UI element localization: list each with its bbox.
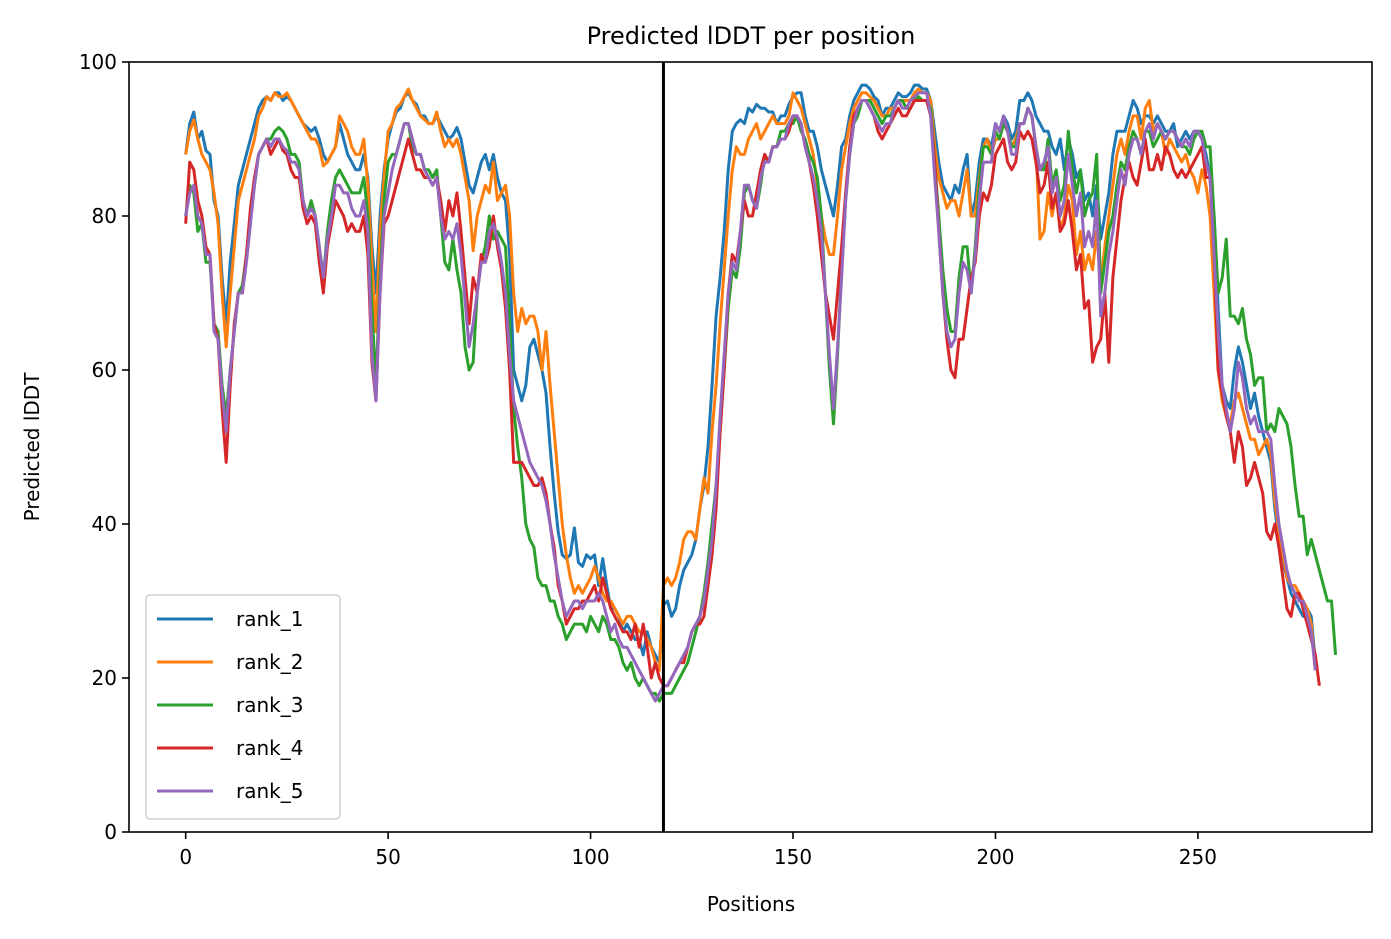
- x-axis-label: Positions: [707, 892, 795, 916]
- y-tick-label: 20: [92, 666, 117, 690]
- legend-item: rank_4: [157, 736, 303, 760]
- legend-label: rank_1: [236, 607, 303, 631]
- x-tick-label: 200: [976, 845, 1014, 869]
- plot-frame: [128, 61, 1373, 833]
- y-tick-label: 60: [92, 358, 117, 382]
- x-tick-label: 0: [179, 845, 192, 869]
- legend-label: rank_3: [236, 693, 303, 717]
- y-axis: 0 20 40 60 80 100: [79, 50, 129, 844]
- series-line-rank-5: [184, 91, 1317, 703]
- plot-area: [128, 61, 1373, 833]
- legend-item: rank_5: [157, 779, 303, 803]
- legend: rank_1 rank_2 rank_3 rank_4 rank_5: [145, 594, 341, 820]
- y-tick-label: 40: [92, 512, 117, 536]
- x-tick-label: 150: [774, 845, 812, 869]
- series-line-rank-2: [184, 87, 1317, 672]
- y-tick-label: 80: [92, 204, 117, 228]
- x-tick-label: 50: [375, 845, 400, 869]
- legend-label: rank_4: [236, 736, 303, 760]
- legend-label: rank_5: [236, 779, 303, 803]
- y-tick-label: 100: [79, 50, 117, 74]
- series-line-rank-4: [184, 99, 1321, 688]
- chart-title: Predicted lDDT per position: [587, 22, 916, 50]
- series-group: [184, 83, 1338, 703]
- legend-item: rank_3: [157, 693, 303, 717]
- legend-box: [145, 594, 341, 820]
- x-tick-label: 250: [1179, 845, 1217, 869]
- x-tick-label: 100: [571, 845, 609, 869]
- y-axis-label: Predicted lDDT: [20, 372, 44, 522]
- legend-item: rank_1: [157, 607, 303, 631]
- legend-item: rank_2: [157, 650, 303, 674]
- x-axis: 0 50 100 150 200 250: [179, 832, 1217, 869]
- legend-label: rank_2: [236, 650, 303, 674]
- y-tick-label: 0: [104, 820, 117, 844]
- series-line-rank-1: [184, 83, 1317, 665]
